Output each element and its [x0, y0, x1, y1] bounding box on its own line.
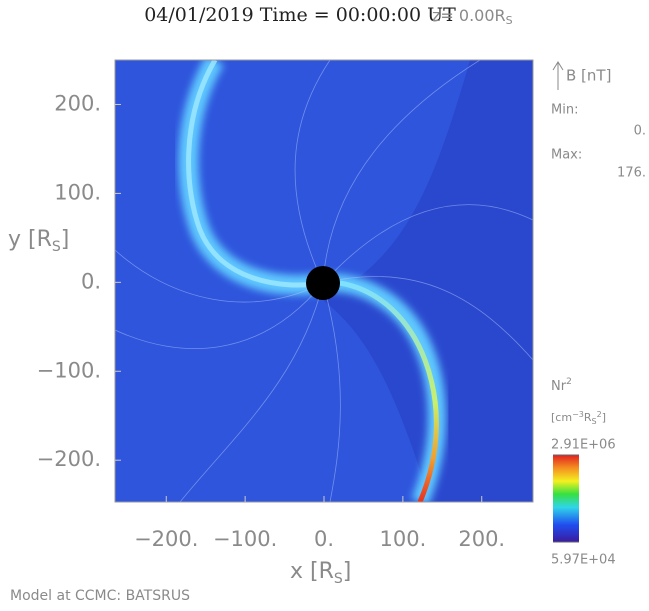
x-tick-label: −100.	[213, 527, 277, 551]
vector-label: B [nT]	[566, 67, 611, 85]
ylabel-text: y [R	[8, 227, 52, 252]
ylabel-sub: S	[52, 239, 61, 255]
chart-title: 04/01/2019 Time = 00:00:00 UT	[144, 4, 456, 26]
spiral-arm-core	[339, 280, 439, 502]
field	[115, 60, 533, 502]
xlabel-end: ]	[343, 559, 352, 584]
vector-max: 176.	[617, 166, 646, 181]
u3: S	[592, 417, 597, 426]
x-tick-label: 200.	[458, 527, 505, 551]
colorbar-units: [cm−3RS2]	[551, 410, 606, 426]
z-label: z= 0.00RS	[432, 6, 513, 28]
u4: 2	[597, 410, 602, 419]
y-tick-label: −100.	[37, 358, 101, 382]
x-tick-label: 0.	[314, 527, 334, 551]
dark-region	[323, 60, 533, 502]
ylabel-end: ]	[61, 227, 70, 252]
z-text: z= 0.00R	[432, 6, 506, 25]
vector-min: 0.	[634, 124, 646, 139]
sun	[306, 266, 340, 300]
u2: R	[584, 411, 592, 424]
y-tick-label: 100.	[54, 180, 101, 204]
cb-label-sup: 2	[566, 377, 572, 387]
cb-label-text: Nr	[551, 379, 567, 394]
vector-arrow	[552, 61, 564, 90]
colorbar-tick-label: 2.91E+06	[551, 438, 616, 453]
vector-max-label: Max:	[551, 148, 582, 163]
u5: ]	[602, 411, 606, 424]
x-tick-label: 100.	[379, 527, 426, 551]
y-axis-label: y [RS]	[8, 227, 69, 255]
x-tick-label: −200.	[134, 527, 198, 551]
vector-min-label: Min:	[551, 103, 578, 118]
x-axis-label: x [RS]	[290, 559, 351, 587]
xlabel-sub: S	[334, 571, 343, 587]
u0: [cm	[551, 411, 572, 424]
y-tick-label: 200.	[54, 91, 101, 115]
colorbar-tick-label: 5.97E+04	[551, 553, 616, 568]
y-tick-label: 0.	[81, 269, 101, 293]
u1: −3	[572, 410, 584, 419]
spiral-arm-core	[186, 60, 324, 288]
z-sub: S	[506, 14, 513, 27]
colorbar	[553, 455, 579, 542]
y-tick-label: −200.	[37, 447, 101, 471]
streamlines	[115, 60, 533, 502]
colorbar-label: Nr2	[551, 377, 572, 394]
xlabel-text: x [R	[290, 559, 334, 584]
footer: Model at CCMC: BATSRUS	[10, 588, 190, 604]
